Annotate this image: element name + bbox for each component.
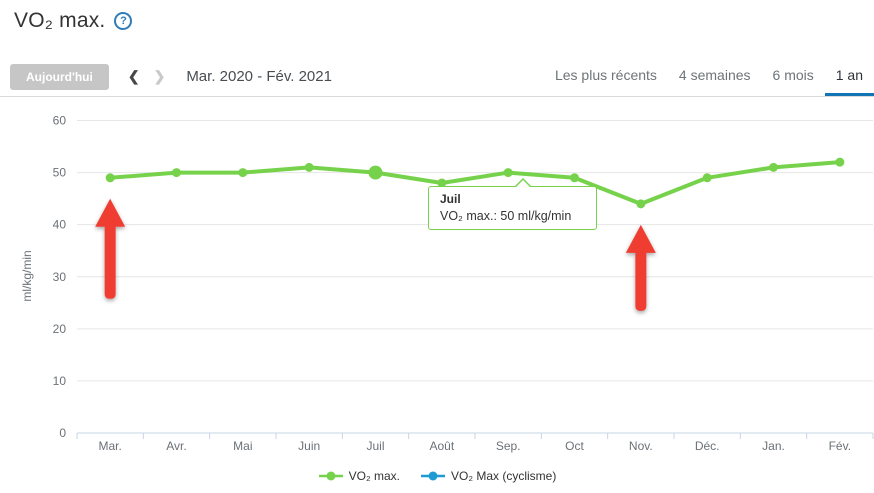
- data-point[interactable]: [304, 162, 314, 172]
- data-point[interactable]: [702, 173, 712, 183]
- y-axis-tick-label: 10: [53, 374, 67, 388]
- tooltip-value: VO₂ max.: 50 ml/kg/min: [440, 209, 572, 223]
- y-axis-tick-label: 60: [53, 114, 67, 128]
- x-axis-tick-label: Juin: [298, 439, 320, 453]
- help-icon[interactable]: ?: [114, 12, 133, 30]
- legend-item-vo2max-cyclisme[interactable]: VO₂ Max (cyclisme): [420, 469, 556, 483]
- tooltip-title: Juil: [440, 192, 461, 206]
- chart-plot-area[interactable]: 0 10 20 30 40 50 60 Mar. Avr. Mai Juin Juil Août Sep.…: [0, 98, 874, 460]
- y-axis-tick-label: 50: [53, 166, 67, 180]
- data-point[interactable]: [636, 199, 646, 209]
- x-axis-tick-label: Août: [429, 439, 454, 453]
- y-axis-tick-label: 30: [53, 270, 67, 284]
- date-range-label: Mar. 2020 - Fév. 2021: [186, 68, 332, 85]
- red-arrow-annotation: [625, 224, 656, 311]
- data-point[interactable]: [105, 173, 115, 183]
- x-axis-tick-label: Oct: [565, 439, 584, 453]
- data-point[interactable]: [570, 173, 579, 183]
- data-point-highlighted[interactable]: [368, 165, 383, 180]
- chevron-right-icon[interactable]: ❯: [153, 68, 166, 84]
- header: VO₂ max. ?: [14, 9, 133, 33]
- x-axis-tick-label: Fév.: [829, 439, 851, 453]
- y-axis-tick-label: 20: [53, 322, 67, 336]
- x-axis-tick-label: Juil: [366, 439, 384, 453]
- series-line-vo2max: [108, 160, 842, 206]
- toolbar: Aujourd'hui ❮ ❯ Mar. 2020 - Fév. 2021 Le…: [0, 57, 874, 97]
- legend-marker-line-dot-green: [318, 471, 343, 481]
- tab-1-an[interactable]: 1 an: [824, 57, 874, 96]
- x-axis-tick-label: Sep.: [496, 439, 521, 453]
- legend-label: VO₂ Max (cyclisme): [451, 469, 557, 483]
- x-axis-tick-label: Jan.: [762, 439, 785, 453]
- tab-4-semaines[interactable]: 4 semaines: [678, 67, 751, 83]
- data-point[interactable]: [172, 168, 181, 178]
- range-tabs: Les plus récents 4 semaines 6 mois 1 an: [544, 57, 874, 96]
- y-axis-tick-label: 0: [59, 426, 66, 440]
- data-point[interactable]: [769, 162, 778, 172]
- x-axis-tick-label: Mar.: [98, 439, 121, 453]
- x-axis-tick-label: Déc.: [695, 439, 720, 453]
- legend-marker-line-dot-blue: [421, 471, 445, 481]
- data-point[interactable]: [835, 157, 845, 167]
- chart-tooltip: Juil VO₂ max.: 50 ml/kg/min: [428, 178, 597, 230]
- y-axis-tick-label: 40: [53, 218, 67, 232]
- x-axis-tick-label: Nov.: [629, 439, 653, 453]
- chart-legend: VO₂ max. VO₂ Max (cyclisme): [0, 464, 874, 488]
- page-title: VO₂ max.: [14, 9, 106, 32]
- data-point[interactable]: [437, 178, 447, 188]
- tab-6-mois[interactable]: 6 mois: [772, 67, 814, 83]
- chevron-left-icon[interactable]: ❮: [127, 68, 140, 84]
- data-point[interactable]: [503, 168, 513, 178]
- legend-item-vo2max[interactable]: VO₂ max.: [318, 469, 400, 483]
- red-arrow-annotation: [95, 198, 126, 299]
- x-axis-tick-label: Avr.: [166, 439, 186, 453]
- data-point[interactable]: [238, 168, 248, 178]
- x-axis-tick-label: Mai: [233, 439, 252, 453]
- tab-les-plus-recents[interactable]: Les plus récents: [554, 67, 657, 83]
- today-button[interactable]: Aujourd'hui: [10, 63, 109, 90]
- y-axis-title: ml/kg/min: [20, 250, 34, 301]
- legend-label: VO₂ max.: [348, 469, 400, 483]
